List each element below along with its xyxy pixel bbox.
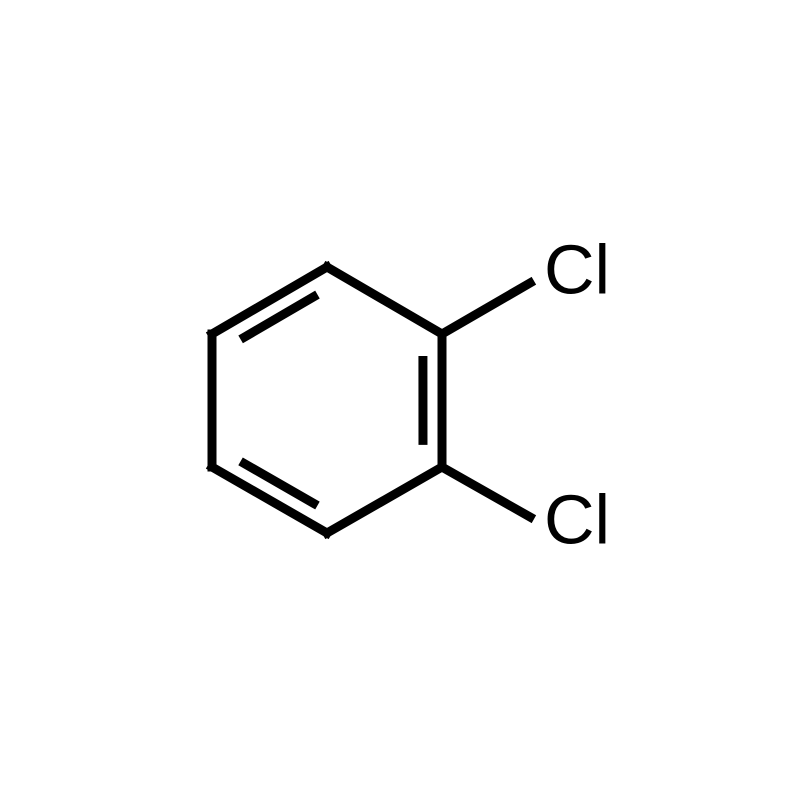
- ring-double-bond-4: [245, 297, 314, 337]
- chemical-structure-diagram: Cl Cl: [0, 0, 800, 800]
- substituent-label-1: Cl: [544, 480, 610, 558]
- ring-bond-1: [327, 467, 442, 533]
- substituent-bond-1: [442, 467, 530, 517]
- substituent-label-0: Cl: [544, 230, 610, 308]
- ring-double-bond-2: [244, 464, 313, 504]
- substituent-bond-0: [442, 283, 530, 334]
- ring-bond-5: [327, 267, 442, 334]
